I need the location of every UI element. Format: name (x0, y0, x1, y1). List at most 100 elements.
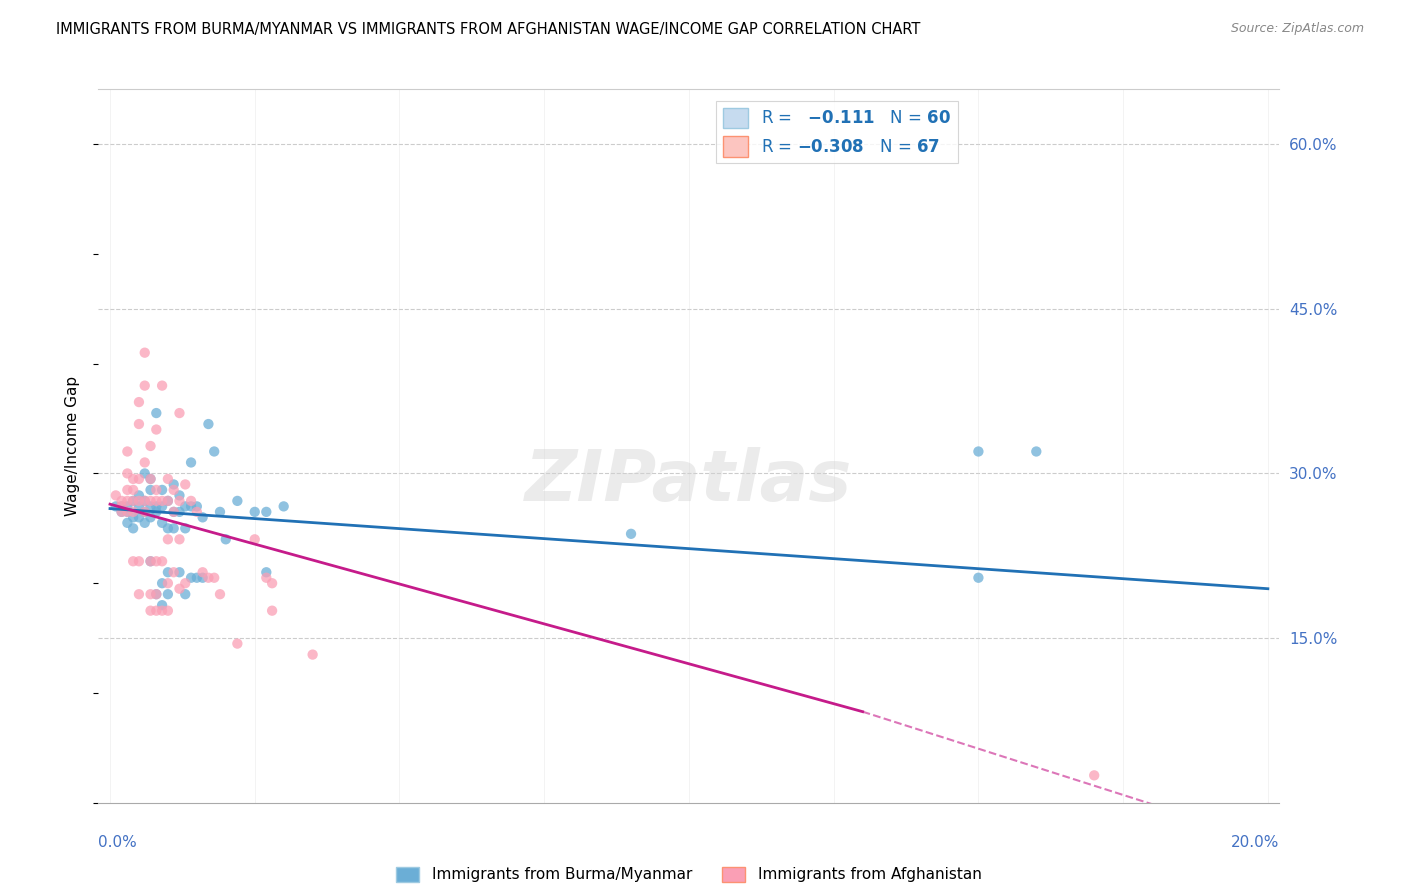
Point (156, 533, 179, 547)
Point (186, 505, 208, 519)
Point (169, 494, 191, 508)
Point (128, 510, 150, 524)
Point (186, 571, 208, 585)
Point (145, 483, 167, 497)
Point (110, 505, 132, 519)
Point (122, 483, 145, 497)
Point (139, 472, 162, 486)
Point (117, 467, 139, 481)
Text: 20.0%: 20.0% (1232, 836, 1279, 850)
Point (134, 494, 156, 508)
Point (156, 494, 179, 508)
Point (145, 604, 167, 618)
Point (301, 648, 323, 662)
Text: IMMIGRANTS FROM BURMA/MYANMAR VS IMMIGRANTS FROM AFGHANISTAN WAGE/INCOME GAP COR: IMMIGRANTS FROM BURMA/MYANMAR VS IMMIGRA… (56, 22, 921, 37)
Point (117, 494, 139, 508)
Point (254, 566, 277, 580)
Point (134, 516, 156, 530)
Point (139, 587, 162, 601)
Point (139, 604, 162, 618)
Point (202, 571, 225, 585)
Point (128, 494, 150, 508)
Point (122, 472, 145, 486)
Text: 0.0%: 0.0% (98, 836, 138, 850)
Point (163, 505, 186, 519)
Point (243, 505, 266, 519)
Point (150, 494, 173, 508)
Point (145, 587, 167, 601)
Point (117, 483, 139, 497)
Point (1083, 768, 1105, 782)
Point (150, 378, 173, 392)
Point (174, 500, 197, 514)
Point (254, 505, 277, 519)
Point (156, 566, 179, 580)
Point (215, 533, 238, 547)
Point (620, 526, 643, 541)
Point (139, 494, 162, 508)
Point (273, 500, 295, 514)
Point (122, 494, 145, 508)
Point (254, 571, 277, 585)
Point (139, 510, 162, 524)
Point (110, 505, 132, 519)
Point (191, 571, 214, 585)
Point (145, 554, 167, 568)
Point (145, 423, 167, 437)
Point (104, 500, 127, 514)
Y-axis label: Wage/Income Gap: Wage/Income Gap (65, 376, 80, 516)
Point (262, 604, 284, 618)
Point (128, 417, 150, 431)
Point (104, 488, 127, 502)
Point (145, 505, 167, 519)
Point (145, 494, 167, 508)
Point (139, 554, 162, 568)
Point (163, 521, 186, 535)
Point (163, 483, 186, 497)
Point (134, 494, 156, 508)
Point (180, 571, 202, 585)
Point (122, 494, 145, 508)
Point (169, 582, 191, 596)
Point (191, 510, 214, 524)
Point (197, 571, 219, 585)
Point (139, 554, 162, 568)
Point (967, 571, 990, 585)
Point (110, 494, 132, 508)
Point (226, 494, 249, 508)
Point (110, 500, 132, 514)
Point (163, 566, 186, 580)
Point (180, 494, 202, 508)
Point (128, 500, 150, 514)
Point (139, 483, 162, 497)
Point (150, 576, 173, 591)
Point (156, 494, 179, 508)
Point (169, 406, 191, 420)
Point (169, 505, 191, 519)
Point (202, 444, 225, 458)
Point (150, 554, 173, 568)
Point (145, 406, 167, 420)
Point (145, 587, 167, 601)
Point (134, 378, 156, 392)
Point (156, 576, 179, 591)
Point (139, 472, 162, 486)
Point (150, 604, 173, 618)
Point (134, 467, 156, 481)
Point (117, 500, 139, 514)
Point (243, 533, 266, 547)
Point (128, 554, 150, 568)
Point (180, 500, 202, 514)
Point (122, 554, 145, 568)
Point (150, 500, 173, 514)
Point (117, 505, 139, 519)
Point (128, 395, 150, 409)
Point (117, 505, 139, 519)
Point (139, 500, 162, 514)
Point (145, 500, 167, 514)
Point (174, 587, 197, 601)
Point (262, 576, 284, 591)
Point (139, 439, 162, 453)
Point (186, 500, 208, 514)
Point (110, 500, 132, 514)
